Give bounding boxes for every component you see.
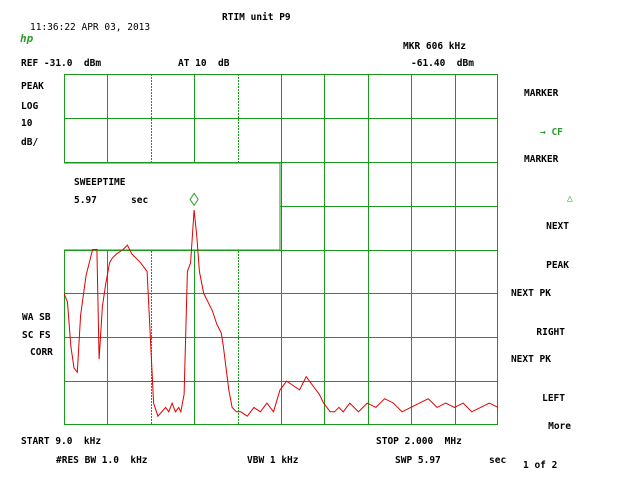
softkey-marker-to-cf[interactable]: MARKER → CF	[505, 66, 615, 149]
sweeptime-value: 5.97	[74, 195, 97, 206]
scale-value: 10	[21, 118, 33, 129]
marker-amplitude: -61.40 dBm	[411, 58, 474, 69]
stop-frequency: STOP 2.000 MHz	[376, 436, 462, 447]
softkey-label: NEXT PK	[510, 288, 551, 299]
softkey-label: LEFT	[542, 393, 565, 404]
scale-type: LOG	[21, 101, 39, 112]
softkey-label: PEAK	[546, 260, 569, 271]
marker-diamond-icon	[189, 192, 199, 207]
timestamp: 11:36:22 APR 03, 2013	[30, 22, 151, 33]
page-indicator: 1 of 2	[523, 460, 558, 471]
softkey-label: MARKER	[524, 88, 559, 99]
sweeptime-label: SWEEPTIME	[74, 177, 126, 188]
softkey-label: → CF	[540, 127, 563, 138]
spectrum-display	[64, 74, 498, 425]
softkey-label: MARKER	[524, 154, 559, 165]
softkey-label: NEXT	[546, 221, 569, 232]
screen-title: RTIM unit P9	[222, 12, 291, 23]
softkey-label: More	[548, 421, 571, 432]
detector-mode: PEAK	[21, 81, 44, 92]
spectrum-trace	[64, 209, 498, 418]
softkey-label: RIGHT	[536, 327, 565, 338]
marker-frequency: MKR 606 kHz	[403, 41, 466, 52]
softkey-marker-delta[interactable]: MARKER △	[505, 132, 615, 215]
start-frequency: START 9.0 kHz	[21, 436, 102, 447]
attenuation: AT 10 dB	[178, 58, 230, 69]
reference-level: REF -31.0 dBm	[21, 58, 102, 69]
softkey-next-peak-right[interactable]: NEXT PK RIGHT	[505, 266, 615, 349]
softkey-label: NEXT PK	[510, 354, 551, 365]
video-bandwidth: VBW 1 kHz	[247, 455, 299, 466]
hp-logo: hp	[20, 32, 34, 45]
sc-fs-indicator: SC FS	[22, 330, 51, 341]
sweep-time: SWP 5.97	[395, 455, 441, 466]
sweeptime-unit: sec	[131, 195, 149, 206]
wa-sb-indicator: WA SB	[22, 312, 51, 323]
delta-icon: △	[567, 193, 573, 204]
sweep-time-unit: sec	[489, 455, 507, 466]
softkey-next-peak[interactable]: NEXT PEAK	[505, 199, 615, 282]
resolution-bandwidth: #RES BW 1.0 kHz	[56, 455, 148, 466]
softkey-more[interactable]: More 1 of 2	[505, 399, 615, 482]
scale-unit: dB/	[21, 137, 39, 148]
softkey-next-peak-left[interactable]: NEXT PK LEFT	[505, 332, 615, 415]
corr-indicator: CORR	[30, 347, 53, 358]
